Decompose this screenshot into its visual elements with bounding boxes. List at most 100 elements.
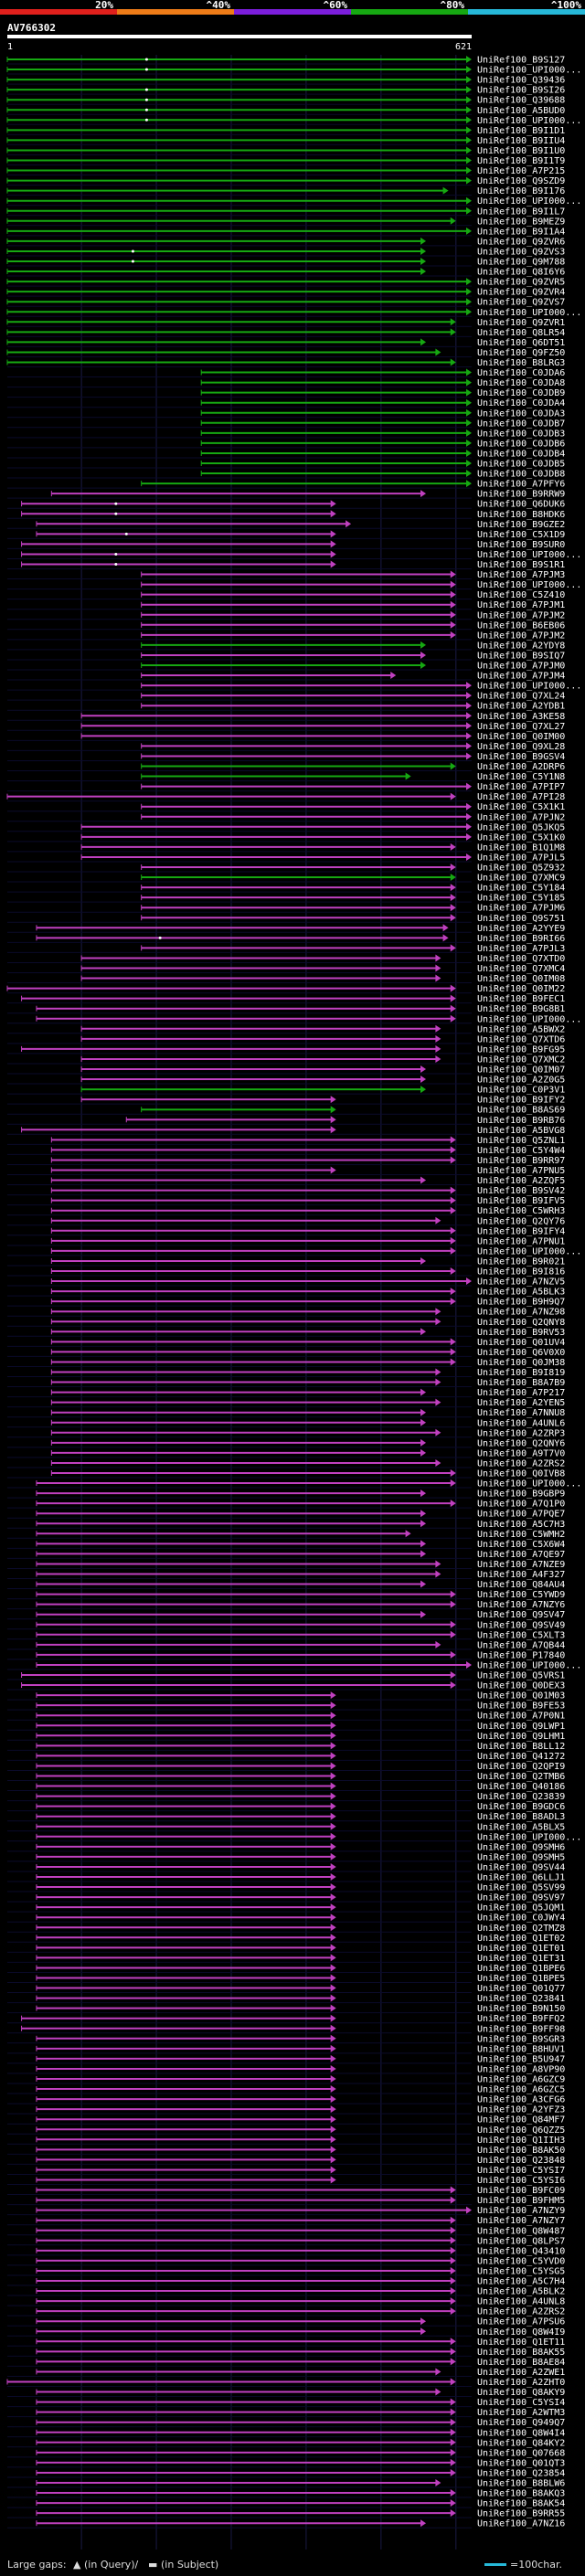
gap-marker bbox=[158, 936, 162, 939]
hit-label: UniRef100_Q9ZVR4 bbox=[477, 288, 565, 298]
legend-label: 20% bbox=[95, 0, 113, 11]
query-start-label: 1 bbox=[7, 42, 13, 52]
hit-label: UniRef100_B9FC09 bbox=[477, 2186, 565, 2196]
hit-arrow bbox=[420, 1540, 427, 1548]
hit-arrow bbox=[466, 702, 472, 710]
hit-label: UniRef100_C5Y4W4 bbox=[477, 1146, 565, 1156]
query-end-label: 621 bbox=[455, 42, 472, 52]
hit-label: UniRef100_Q1ET01 bbox=[477, 1944, 565, 1954]
hit-label: UniRef100_B9RV53 bbox=[477, 1328, 565, 1338]
hit-label: UniRef100_Q2TMZ8 bbox=[477, 1924, 565, 1934]
hit-label: UniRef100_Q9SV47 bbox=[477, 1610, 565, 1620]
hit-arrow bbox=[330, 2024, 336, 2032]
hit-arrow bbox=[330, 2125, 336, 2134]
hit-label: UniRef100_B9FE53 bbox=[477, 1701, 565, 1712]
hit-arrow bbox=[450, 2428, 456, 2436]
hit-label: UniRef100_Q9XL28 bbox=[477, 742, 565, 752]
hit-arrow bbox=[466, 439, 472, 447]
hit-label: UniRef100_B9H9Q7 bbox=[477, 1298, 565, 1308]
hit-arrow bbox=[466, 1277, 472, 1286]
hit-arrow bbox=[330, 1096, 336, 1104]
hit-label: UniRef100_A4UNL6 bbox=[477, 1418, 565, 1428]
hit-label: UniRef100_Q0IVB8 bbox=[477, 1469, 565, 1479]
hit-label: UniRef100_B9IFV5 bbox=[477, 1196, 565, 1206]
hit-label: UniRef100_Q9SZD9 bbox=[477, 176, 565, 186]
hit-arrow bbox=[450, 2277, 456, 2284]
hit-label: UniRef100_Q5ZNL1 bbox=[477, 1136, 565, 1146]
hit-label: UniRef100_UPI000... bbox=[477, 1246, 581, 1256]
hit-label: UniRef100_A7PJL5 bbox=[477, 853, 565, 863]
hit-label: UniRef100_Q0DEX3 bbox=[477, 1681, 565, 1691]
hit-arrow bbox=[450, 894, 456, 902]
hit-arrow bbox=[466, 853, 472, 861]
hit-label: UniRef100_A2ZRS2 bbox=[477, 2307, 565, 2317]
hit-arrow bbox=[420, 268, 427, 276]
hit-arrow bbox=[420, 258, 427, 265]
hit-label: UniRef100_A2YFZ3 bbox=[477, 2105, 565, 2115]
hit-label: UniRef100_B9I176 bbox=[477, 186, 565, 196]
hit-label: UniRef100_Q41272 bbox=[477, 1752, 565, 1762]
hit-arrow bbox=[330, 1772, 336, 1780]
hit-label: UniRef100_B9GSV4 bbox=[477, 752, 565, 762]
hit-arrow bbox=[450, 1298, 456, 1306]
hit-label: UniRef100_C5WRH3 bbox=[477, 1206, 565, 1216]
hit-label: UniRef100_Q2QY76 bbox=[477, 1216, 565, 1226]
hit-label: UniRef100_B8AK54 bbox=[477, 2499, 565, 2509]
hit-arrow bbox=[450, 2236, 456, 2244]
hit-label: UniRef100_Q01UV4 bbox=[477, 1338, 565, 1348]
hit-label: UniRef100_A9T7V0 bbox=[477, 1448, 565, 1458]
hit-arrow bbox=[420, 1065, 427, 1073]
hit-label: UniRef100_B9FHM5 bbox=[477, 2196, 565, 2206]
hit-arrow bbox=[420, 1580, 427, 1588]
hit-label: UniRef100_A5C7H3 bbox=[477, 1520, 565, 1530]
hit-arrow bbox=[466, 207, 472, 215]
hit-label: UniRef100_Q7XMC9 bbox=[477, 874, 565, 884]
hit-label: UniRef100_Q9LHM1 bbox=[477, 1732, 565, 1742]
hit-arrow bbox=[450, 1590, 456, 1598]
hit-label: UniRef100_A7PJM0 bbox=[477, 662, 565, 672]
hit-arrow bbox=[435, 1044, 441, 1053]
hit-label: UniRef100_UPI000... bbox=[477, 1479, 581, 1489]
hit-label: UniRef100_A6GZC9 bbox=[477, 2075, 565, 2085]
hit-arrow bbox=[330, 1732, 336, 1740]
hit-label: UniRef100_Q5JQM1 bbox=[477, 1903, 565, 1913]
hit-label: UniRef100_UPI000... bbox=[477, 682, 581, 692]
hit-arrow bbox=[330, 2004, 336, 2012]
hit-label: UniRef100_B9GZE2 bbox=[477, 520, 565, 530]
hit-label: UniRef100_A4UNL8 bbox=[477, 2297, 565, 2307]
hit-arrow bbox=[420, 1489, 427, 1498]
hit-arrow bbox=[450, 570, 456, 578]
hit-arrow bbox=[466, 822, 472, 831]
hit-label: UniRef100_B9SIQ7 bbox=[477, 651, 565, 661]
hit-arrow bbox=[466, 408, 472, 417]
hit-arrow bbox=[450, 864, 456, 871]
hit-arrow bbox=[435, 1055, 441, 1063]
hit-label: UniRef100_B9RR97 bbox=[477, 1156, 565, 1166]
hit-label: UniRef100_Q40186 bbox=[477, 1782, 565, 1792]
hit-arrow bbox=[435, 1640, 441, 1648]
hit-arrow bbox=[450, 1014, 456, 1023]
hit-arrow bbox=[450, 1338, 456, 1346]
gap-marker bbox=[144, 68, 148, 71]
hit-label: UniRef100_Q949Q7 bbox=[477, 2418, 565, 2428]
hit-label: UniRef100_A7Q1P0 bbox=[477, 1500, 565, 1510]
hit-arrow bbox=[450, 2378, 456, 2386]
hit-label: UniRef100_UPI000... bbox=[477, 550, 581, 560]
hit-label: UniRef100_A7PIP7 bbox=[477, 782, 565, 792]
hit-arrow bbox=[466, 398, 472, 407]
hit-arrow bbox=[330, 1974, 336, 1982]
hit-arrow bbox=[466, 196, 472, 205]
hit-arrow bbox=[466, 712, 472, 720]
hit-label: UniRef100_B9SGR3 bbox=[477, 2034, 565, 2044]
hit-label: UniRef100_Q5SV99 bbox=[477, 1883, 565, 1893]
hit-label: UniRef100_B8AE84 bbox=[477, 2358, 565, 2368]
hit-label: UniRef100_A3CFG6 bbox=[477, 2095, 565, 2105]
hit-arrow bbox=[466, 116, 472, 124]
hit-arrow bbox=[450, 2448, 456, 2456]
hit-label: UniRef100_C5YVD0 bbox=[477, 2256, 565, 2266]
hit-arrow bbox=[450, 1267, 456, 1275]
hit-label: UniRef100_A2ZHT0 bbox=[477, 2378, 565, 2388]
hit-arrow bbox=[330, 1722, 336, 1730]
hit-arrow bbox=[330, 1954, 336, 1962]
hit-arrow bbox=[420, 1328, 427, 1336]
